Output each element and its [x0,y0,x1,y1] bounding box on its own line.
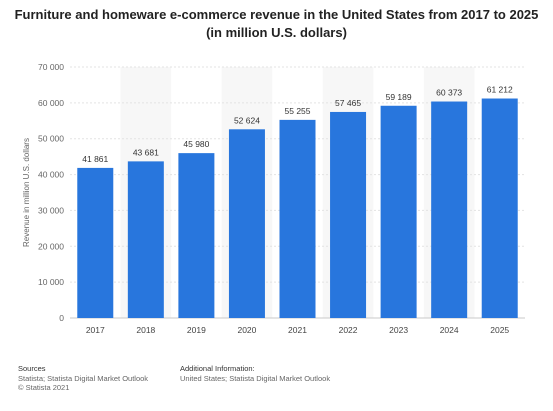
bar-value-label: 45 980 [183,139,209,149]
copyright-text: © Statista 2021 [18,383,70,392]
bar-value-label: 60 373 [436,88,462,98]
bar-value-label: 57 465 [335,98,361,108]
x-tick-label: 2025 [490,325,509,335]
y-tick-label: 20 000 [38,241,64,251]
chart-title: Furniture and homeware e-commerce revenu… [0,6,553,42]
y-tick-label: 30 000 [38,205,64,215]
y-tick-label: 50 000 [38,134,64,144]
y-tick-label: 40 000 [38,170,64,180]
y-tick-label: 10 000 [38,277,64,287]
x-tick-label: 2019 [187,325,206,335]
additional-info-text: United States; Statista Digital Market O… [180,373,331,383]
bar-value-label: 59 189 [386,92,412,102]
x-tick-label: 2021 [288,325,307,335]
sources-heading: Sources [18,364,46,373]
y-tick-label: 60 000 [38,98,64,108]
x-tick-label: 2018 [136,325,155,335]
x-axis-tick-labels: 2017 2018 2019 2020 2021 2022 2023 2024 2025 [86,325,510,335]
x-tick-label: 2017 [86,325,105,335]
bar [228,129,265,318]
y-axis-tick-labels: 0 10 000 20 000 30 000 40 000 50 000 60 000 70 … [38,62,64,323]
bar-value-label: 43 681 [133,147,159,157]
sources-text: Statista; Statista Digital Market Outloo… [18,373,149,383]
bar [330,111,367,318]
chart-title-line-1: Furniture and homeware e-commerce revenu… [14,7,539,22]
bar-value-label: 41 861 [82,154,108,164]
bar [77,167,114,318]
bar [431,101,468,318]
bar [481,98,518,318]
bar-value-label: 55 255 [285,106,311,116]
sources-block: Sources Statista; Statista Digital Marke… [18,364,148,393]
additional-info-heading: Additional Information: [180,364,255,373]
y-tick-label: 70 000 [38,62,64,72]
bar-value-label: 52 624 [234,115,260,125]
bar [279,119,316,318]
bar [178,153,215,318]
x-tick-label: 2023 [389,325,408,335]
bar-value-label: 61 212 [487,85,513,95]
bar [380,105,417,318]
x-tick-label: 2024 [440,325,459,335]
bar-value-labels: 41 861 43 681 45 980 52 624 55 255 57 465 59 1… [82,85,513,164]
x-tick-label: 2022 [339,325,358,335]
additional-info-block: Additional Information: United States; S… [180,364,330,383]
y-tick-label: 0 [59,313,64,323]
bars [77,98,518,318]
chart-title-line-2: (in million U.S. dollars) [206,25,347,40]
y-axis-label: Revenue in million U.S. dollars [22,138,31,247]
bar [127,161,164,318]
x-tick-label: 2020 [237,325,256,335]
